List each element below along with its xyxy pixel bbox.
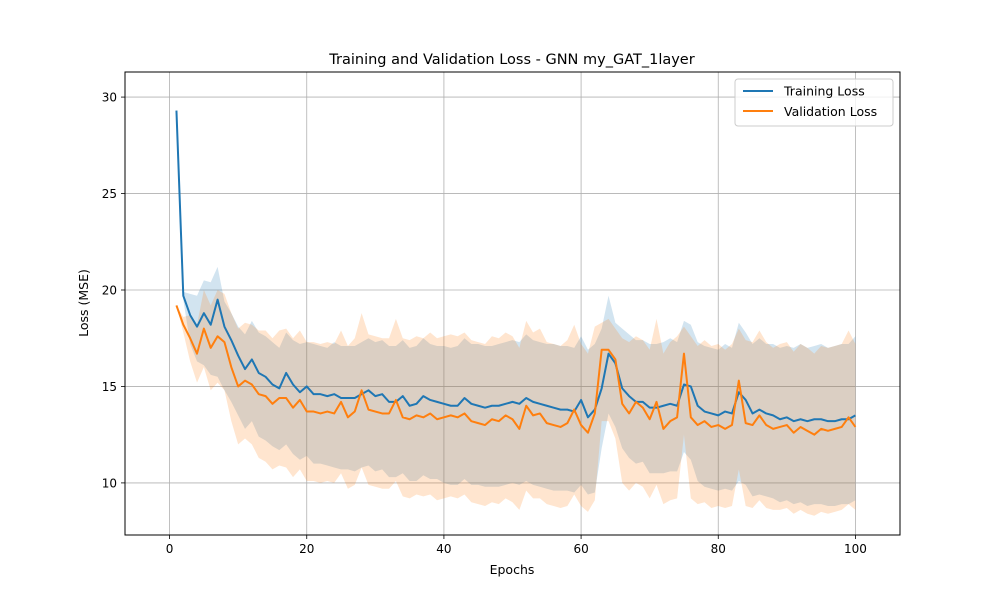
validation-loss-line <box>175 305 857 436</box>
x-tick-label: 20 <box>299 542 314 556</box>
plot-area: 0 20 40 60 80 100 10 15 20 25 30 <box>102 71 901 556</box>
y-tick-label: 15 <box>102 380 117 394</box>
y-tick-label: 30 <box>102 91 117 105</box>
plot-frame <box>124 71 901 536</box>
training-loss-band <box>176 110 856 507</box>
legend-box <box>734 78 894 127</box>
legend: Training Loss Validation Loss <box>734 78 894 127</box>
x-tick-label: 100 <box>844 542 867 556</box>
x-tick-label: 60 <box>573 542 588 556</box>
series-lines <box>175 110 857 436</box>
y-tick-label: 20 <box>102 283 117 297</box>
y-tick-label: 25 <box>102 187 117 201</box>
chart-title: Training and Validation Loss - GNN my_GA… <box>328 52 694 68</box>
legend-label-validation-loss: Validation Loss <box>784 104 877 119</box>
x-tick-label: 0 <box>166 542 174 556</box>
x-axis-label: Epochs <box>490 562 535 577</box>
y-axis-label: Loss (MSE) <box>76 269 91 337</box>
x-tick-label: 80 <box>711 542 726 556</box>
x-tick-label: 40 <box>436 542 451 556</box>
x-axis-ticks: 0 20 40 60 80 100 <box>166 535 867 556</box>
legend-label-training-loss: Training Loss <box>783 84 865 99</box>
y-tick-label: 10 <box>102 476 117 490</box>
y-axis-ticks: 10 15 20 25 30 <box>102 91 125 490</box>
plot-background <box>125 72 900 535</box>
